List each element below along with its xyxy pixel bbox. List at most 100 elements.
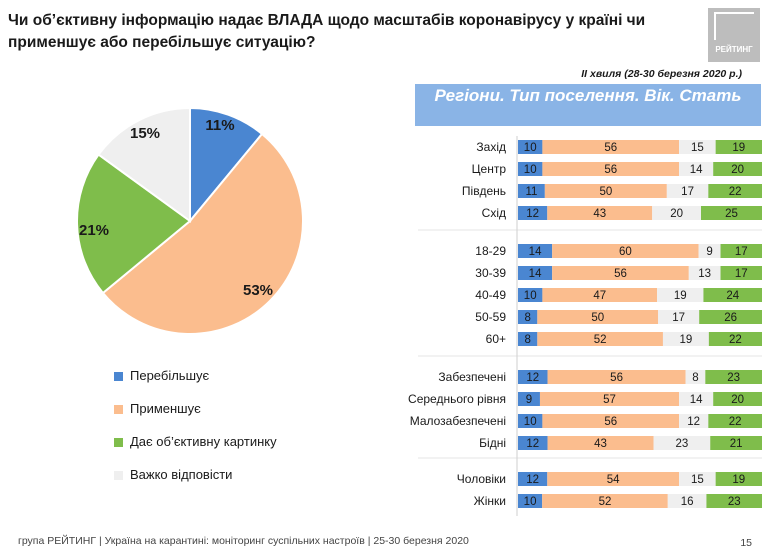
bar-value-label: 12 xyxy=(526,438,539,450)
bar-value-label: 56 xyxy=(614,268,627,280)
bar-value-label: 22 xyxy=(729,416,742,428)
bar-value-label: 10 xyxy=(524,164,537,176)
bar-segment xyxy=(685,370,706,384)
bar-segment xyxy=(657,288,704,302)
bar-value-label: 25 xyxy=(725,208,738,220)
bar-segment xyxy=(518,310,538,324)
bar-segment xyxy=(706,494,762,508)
logo-text: РЕЙТИНГ xyxy=(715,45,753,54)
bar-value-label: 10 xyxy=(524,290,537,302)
bar-value-label: 14 xyxy=(690,164,703,176)
bar-row-label: Південь xyxy=(462,184,506,198)
page-number: 15 xyxy=(740,537,752,549)
bar-segment xyxy=(547,436,654,450)
bar-value-label: 56 xyxy=(610,372,623,384)
bar-value-label: 17 xyxy=(672,312,685,324)
bar-value-label: 16 xyxy=(681,496,694,508)
bar-segment xyxy=(679,140,716,154)
pie-slice xyxy=(189,106,264,224)
bar-value-label: 23 xyxy=(728,496,741,508)
bar-segment xyxy=(547,206,653,220)
pie-slice-label: 11% xyxy=(205,117,234,134)
bar-segment xyxy=(542,162,680,176)
bar-value-label: 26 xyxy=(724,312,737,324)
bar-row-label: Чоловіки xyxy=(457,472,506,486)
bar-segment xyxy=(698,244,721,258)
bar-value-label: 57 xyxy=(603,394,616,406)
bar-segment xyxy=(537,310,659,324)
bar-value-label: 20 xyxy=(731,394,744,406)
pie-slice xyxy=(101,132,304,335)
bar-value-label: 43 xyxy=(594,438,607,450)
bar-segment xyxy=(662,332,709,346)
bar-value-label: 14 xyxy=(690,394,703,406)
pie-chart: 11% 53% 21% 15% xyxy=(76,106,304,335)
bar-value-label: 23 xyxy=(727,372,740,384)
bar-row-label: Центр xyxy=(472,162,507,176)
bar-value-label: 8 xyxy=(524,334,530,346)
bar-segment xyxy=(518,184,545,198)
legend-label: Дає об’єктивну картинку xyxy=(130,434,277,449)
bar-value-label: 17 xyxy=(681,186,694,198)
bar-segment xyxy=(652,206,701,220)
bar-row-label: Середнього рівня xyxy=(408,392,506,406)
bar-value-label: 19 xyxy=(732,142,745,154)
bar-segment xyxy=(518,140,543,154)
bar-segment xyxy=(713,162,762,176)
bar-row-label: Жінки xyxy=(474,494,506,508)
bar-value-label: 17 xyxy=(735,268,748,280)
pie-slice-label: 53% xyxy=(243,282,273,299)
logo-frame xyxy=(714,12,754,40)
bar-segment xyxy=(713,392,762,406)
bar-value-label: 12 xyxy=(526,372,539,384)
bar-value-label: 10 xyxy=(524,416,537,428)
legend-swatch xyxy=(114,438,123,447)
bar-segment xyxy=(720,244,762,258)
bar-segment xyxy=(537,332,663,346)
bar-segment xyxy=(518,244,553,258)
bar-value-label: 19 xyxy=(674,290,687,302)
bar-row-label: Забезпечені xyxy=(438,370,506,384)
bar-row-label: Бідні xyxy=(479,436,506,450)
bar-segment xyxy=(518,162,543,176)
bar-value-label: 56 xyxy=(604,142,617,154)
pie-slice xyxy=(97,106,191,223)
bar-segment xyxy=(710,436,762,450)
bar-segment xyxy=(708,184,762,198)
bar-value-label: 21 xyxy=(730,438,743,450)
bar-value-label: 13 xyxy=(698,268,711,280)
bar-value-label: 23 xyxy=(676,438,689,450)
bar-segment xyxy=(701,206,762,220)
legend-label: Применшує xyxy=(130,401,201,416)
page-title: Чи об’єктивну інформацію надає ВЛАДА щод… xyxy=(8,12,646,51)
bar-row-label: Захід xyxy=(476,140,506,154)
bar-value-label: 9 xyxy=(526,394,532,406)
bar-segment xyxy=(518,288,543,302)
bar-segment xyxy=(547,472,680,486)
bar-segment xyxy=(679,392,714,406)
bar-segment xyxy=(518,332,538,346)
bar-value-label: 10 xyxy=(524,142,537,154)
bar-value-label: 12 xyxy=(526,208,539,220)
bar-segment xyxy=(667,494,707,508)
pie-slice-label: 15% xyxy=(130,125,160,142)
wave-label: ІІ хвиля (28-30 березня 2020 р.) xyxy=(581,68,742,80)
bar-segment xyxy=(539,392,680,406)
bar-segment xyxy=(544,184,667,198)
bar-segment xyxy=(715,472,762,486)
bar-segment xyxy=(542,140,680,154)
bar-value-label: 20 xyxy=(670,208,683,220)
bar-row-label: Схід xyxy=(482,206,506,220)
bar-value-label: 17 xyxy=(735,246,748,258)
bar-value-label: 56 xyxy=(604,164,617,176)
legend-swatch xyxy=(114,405,123,414)
bar-value-label: 47 xyxy=(593,290,606,302)
bar-value-label: 43 xyxy=(593,208,606,220)
pie-slice xyxy=(76,153,192,295)
bar-value-label: 11 xyxy=(525,186,537,198)
bar-segment xyxy=(715,140,762,154)
bar-value-label: 20 xyxy=(731,164,744,176)
bar-segment xyxy=(518,436,548,450)
legend-swatch xyxy=(114,471,123,480)
